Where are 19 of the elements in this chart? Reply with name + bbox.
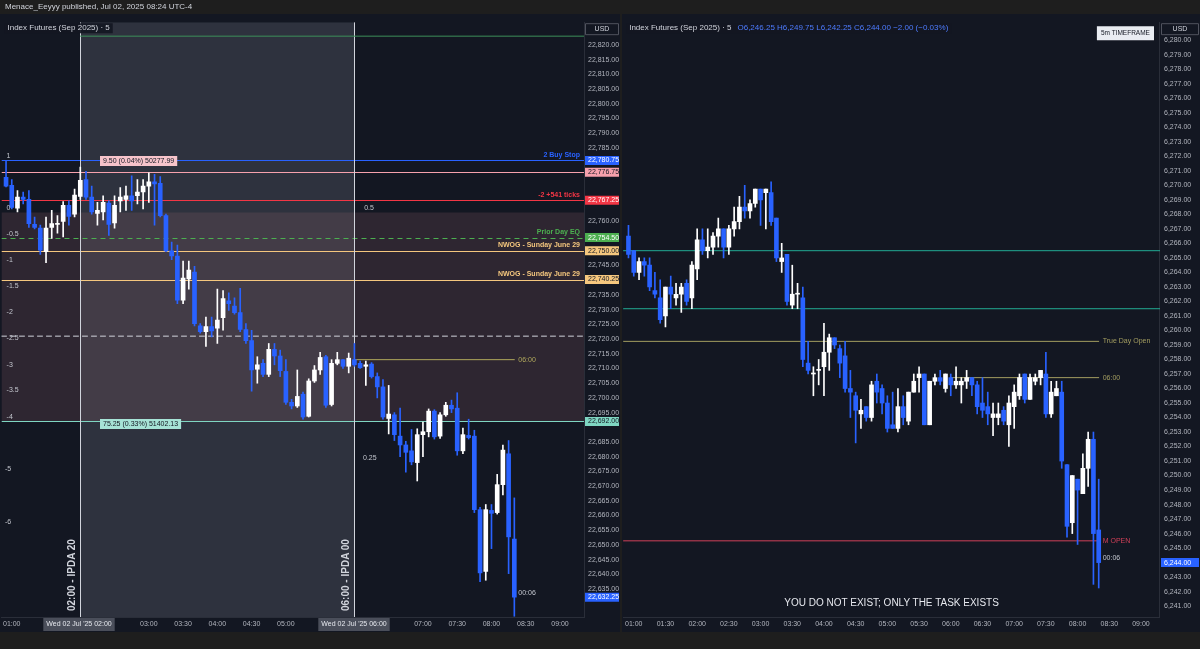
candlestick xyxy=(363,360,369,386)
candlestick xyxy=(652,272,658,299)
candlestick xyxy=(995,402,1001,426)
candlestick xyxy=(668,275,674,310)
candlestick xyxy=(779,243,785,273)
chart-title: Index Futures (Sep 2025) · 5 xyxy=(629,23,733,33)
ref-line-label: 06:00 - IPDA 00 xyxy=(340,538,352,611)
chart-subtitle: O6,246.25 H6,249.75 L6,242.25 C6,244.00 −2.00 (−0.03%) xyxy=(737,23,949,33)
candlestick xyxy=(386,385,392,435)
candlestick xyxy=(678,283,684,313)
candlestick xyxy=(742,185,748,219)
candlestick xyxy=(705,228,711,259)
candlestick xyxy=(816,359,822,386)
annotation: YOU DO NOT EXIST; ONLY THE TASK EXISTS xyxy=(784,596,1000,608)
candlestick xyxy=(129,175,135,211)
chart-title: Index Futures (Sep 2025) · 5 xyxy=(7,23,111,33)
ref-line-label: 02:00 - IPDA 20 xyxy=(66,538,78,611)
candlestick xyxy=(146,172,152,203)
text: Menace_Eeyyy published, Jul 02, 2025 08:24 UTC-4 xyxy=(5,1,193,13)
